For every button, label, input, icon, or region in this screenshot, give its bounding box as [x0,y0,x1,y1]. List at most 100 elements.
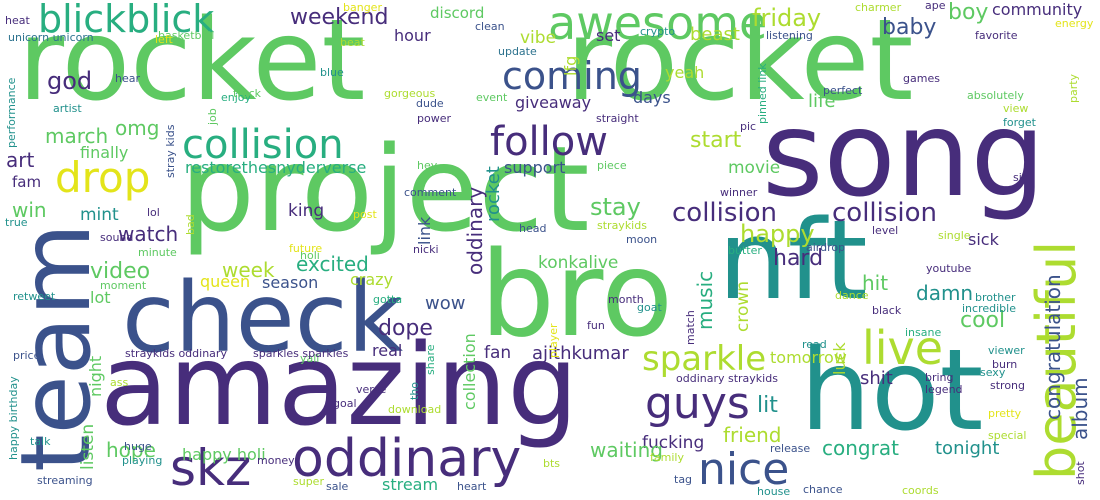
cloud-word: finally [80,143,129,162]
cloud-word: bad [184,214,197,235]
cloud-word: youtube [926,262,972,275]
cloud-word: basketball [158,29,215,42]
cloud-word: sexy [980,366,1006,379]
cloud-word: collision [182,122,344,168]
cloud-word: match [684,310,697,345]
cloud-word: job [206,108,219,125]
cloud-word: amazing [100,321,579,451]
cloud-word: dude [416,97,444,110]
cloud-word: video [90,259,151,284]
cloud-word: head [519,222,547,235]
cloud-word: tonight [935,438,1000,459]
cloud-word: update [498,45,537,58]
cloud-word: comment [404,186,457,199]
cloud-word: congrat [822,436,899,460]
cloud-word: month [608,293,644,306]
cloud-word: coords [902,484,939,497]
cloud-word: damn [916,281,974,305]
cloud-word: rocket [566,0,914,126]
cloud-word: retweet [13,290,56,303]
cloud-word: beat [340,36,365,49]
cloud-word: life [808,91,836,112]
cloud-word: collection [460,333,479,410]
cloud-word: absolutely [967,89,1024,102]
cloud-word: winner [720,186,758,199]
cloud-word: nicki [413,243,439,256]
cloud-word: waiting [590,438,663,462]
cloud-word: stray kids [164,124,177,178]
cloud-word: nice [698,444,790,495]
cloud-word: hey [417,159,438,172]
cloud-word: queen [200,272,251,291]
cloud-word: check [122,262,404,374]
cloud-word: bring [925,371,954,384]
cloud-word: track [233,87,261,100]
cloud-word: verse [356,383,387,396]
cloud-word: artist [53,102,82,115]
cloud-word: support [504,158,566,177]
cloud-word: nft [718,196,868,324]
cloud-word: gorgeous [384,87,436,100]
cloud-word: listen [78,423,98,470]
cloud-word: forget [1003,116,1036,129]
cloud-word: viewer [988,344,1025,357]
cloud-word: games [903,72,940,85]
cloud-word: happy [740,220,815,248]
cloud-word: coming [502,54,642,98]
cloud-word: strong [990,379,1026,392]
cloud-word: tag [674,473,693,486]
cloud-word: stream [382,475,439,494]
cloud-word: live [862,321,944,375]
cloud-word: start [690,128,742,153]
cloud-word: oddinary [292,429,522,489]
cloud-word: brother [975,291,1016,304]
cloud-word: lol [147,206,160,219]
cloud-word: song [762,85,1046,223]
cloud-word: album [1068,377,1092,440]
cloud-word: sale [326,480,349,493]
cloud-word: legend [925,383,963,396]
cloud-word: fam [12,173,42,191]
cloud-word: congratulation [1041,274,1065,420]
cloud-word: happy birthday [7,376,20,460]
cloud-word: heat [5,14,30,27]
cloud-word: chance [803,483,843,496]
cloud-word: ass [110,376,129,389]
cloud-word: incredible [962,302,1016,315]
cloud-word: straykids [597,219,647,232]
cloud-word: music [693,270,717,330]
cloud-word: download [388,403,442,416]
cloud-word: days [633,88,671,107]
cloud-word: watch [118,222,179,246]
cloud-word: community [992,0,1083,19]
cloud-word: sparkles sparkles [253,347,349,360]
cloud-word: awesome [548,0,768,50]
cloud-word: excited [296,252,369,276]
cloud-word: family [650,451,684,464]
cloud-word: moon [626,233,658,246]
cloud-word: konkalive [538,253,619,273]
cloud-word: real [372,341,403,360]
cloud-word: money [257,454,295,467]
cloud-word: skz [170,439,252,497]
cloud-word: gotta [373,293,403,306]
cloud-word: oddinary straykids [676,372,778,385]
cloud-word: moment [100,279,147,292]
cloud-word: airdrop [806,241,846,254]
cloud-word: special [988,429,1027,442]
cloud-word: boy [948,0,989,25]
cloud-word: win [12,198,47,222]
cloud-word: shot [1074,461,1087,485]
cloud-word: energy [1055,17,1094,30]
cloud-word: beast [690,24,740,45]
cloud-word: hot [800,326,984,456]
cloud-word: stay [590,193,641,221]
cloud-word: lit [757,393,778,418]
cloud-word: friend [723,423,782,447]
cloud-word: lot [90,288,111,307]
cloud-word: single [938,229,971,242]
cloud-word: pic [740,120,757,133]
cloud-word: god [47,67,93,95]
cloud-word: yall [300,352,320,365]
cloud-word: perfect [823,84,863,97]
